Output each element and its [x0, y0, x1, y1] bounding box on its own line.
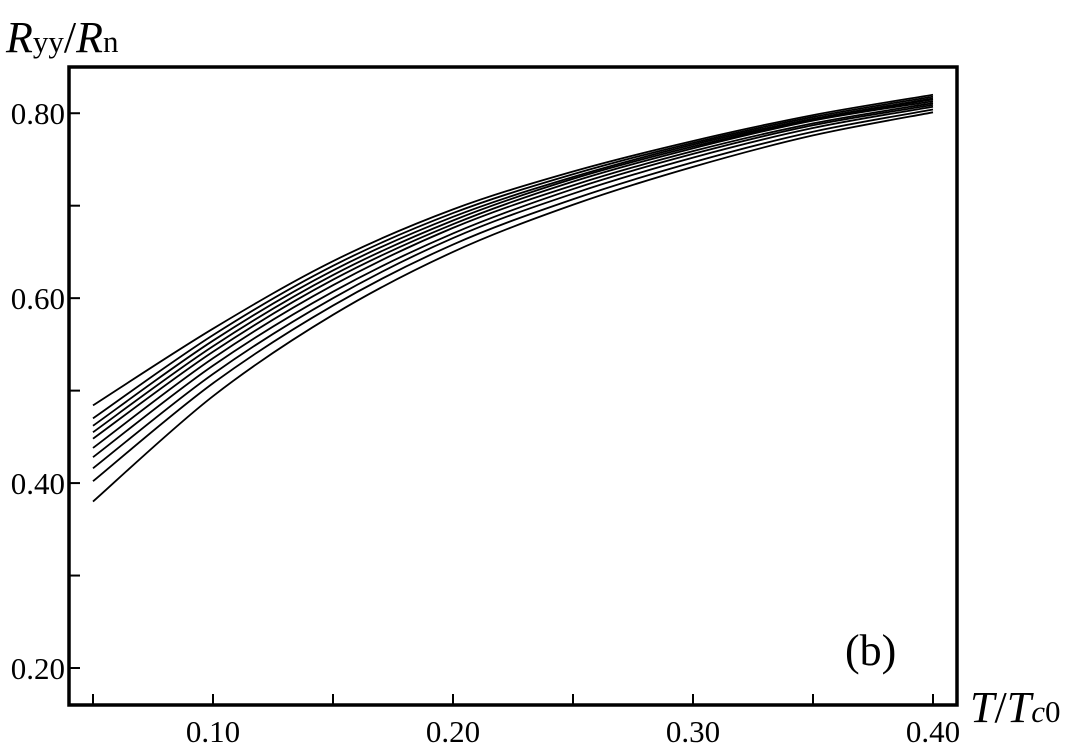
series-line-9 [92, 108, 934, 482]
plot-frame [67, 65, 959, 707]
series-line-5 [92, 100, 934, 440]
series-line-2 [92, 95, 934, 420]
x-tick-label: 0.30 [666, 714, 720, 749]
panel-label: (b) [845, 626, 896, 675]
series-line-10 [92, 111, 934, 503]
x-axis-title-slash: / [994, 683, 1007, 732]
x-tick-label: 0.40 [906, 714, 960, 749]
x-axis-title: T/Tc0 [970, 683, 1060, 732]
x-axis-title-tc: T [1007, 683, 1035, 732]
y-axis-title-sub2: n [103, 24, 119, 59]
series-line-3 [92, 97, 934, 427]
x-tick-label: 0.10 [186, 714, 240, 749]
series-line-8 [92, 105, 934, 469]
series-line-7 [92, 104, 934, 458]
y-tick-label: 0.80 [11, 96, 65, 131]
y-tick-label: 0.60 [11, 281, 65, 316]
y-axis-title-slash: / [64, 13, 77, 62]
y-axis-title-sub1: yy [33, 24, 65, 59]
x-axis-title-sub-c: c [1031, 694, 1045, 729]
series-line-6 [92, 102, 934, 449]
y-tick-label: 0.40 [11, 466, 65, 501]
y-tick-label: 0.20 [11, 651, 65, 686]
x-tick-label: 0.20 [426, 714, 480, 749]
axes: 0.10 0.20 0.30 0.40 0.20 0.40 0.60 0.80 [11, 65, 960, 749]
series-line-4 [92, 98, 934, 433]
y-axis-title: Ryy/Rn [5, 13, 119, 62]
series-group [92, 93, 934, 503]
y-axis-title-r2: R [75, 13, 103, 62]
x-axis-title-sub-0: 0 [1045, 694, 1061, 729]
series-line-1 [92, 93, 934, 407]
y-axis-title-r1: R [5, 13, 33, 62]
x-axis-title-t: T [970, 683, 998, 732]
